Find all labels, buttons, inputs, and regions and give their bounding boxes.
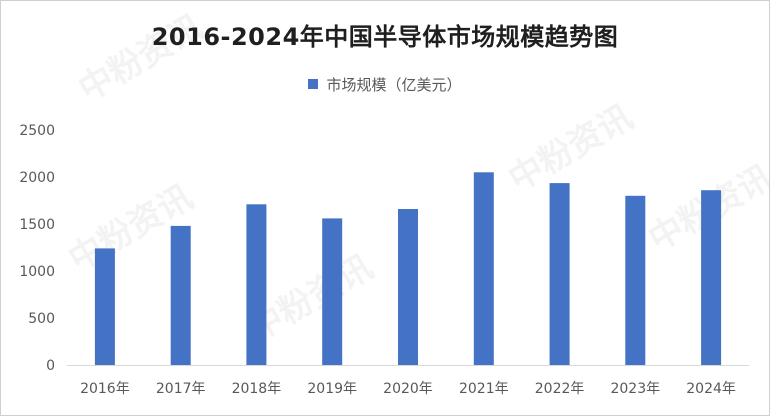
x-tick-label: 2016年 (80, 381, 130, 397)
y-tick-label: 2500 (19, 123, 55, 139)
bar-2023年 (625, 195, 646, 365)
bar-2018年 (246, 204, 267, 365)
x-tick-label: 2023年 (610, 381, 660, 397)
x-axis: 2016年 2017年 2018年 2019年 2020年 2021年 2022年 2023年… (80, 381, 736, 397)
y-tick-label: 1500 (19, 217, 55, 233)
x-tick-label: 2019年 (307, 381, 357, 397)
y-axis: 0 500 1000 1500 2000 2500 (19, 123, 55, 374)
bar-2019年 (322, 218, 343, 365)
chart-legend: 市场规模（亿美元） (1, 74, 769, 95)
y-tick-label: 2000 (19, 170, 55, 186)
x-tick-label: 2021年 (459, 381, 509, 397)
bar-2020年 (398, 209, 418, 365)
y-tick-label: 500 (28, 311, 55, 327)
y-tick-label: 1000 (19, 264, 55, 280)
x-tick-label: 2024年 (686, 381, 736, 397)
bars (94, 172, 722, 365)
bar-2021年 (473, 172, 494, 365)
y-tick-label: 0 (46, 358, 55, 374)
bar-2017年 (170, 225, 191, 365)
legend-swatch (308, 78, 319, 89)
x-tick-label: 2022年 (535, 381, 585, 397)
legend-label: 市场规模（亿美元） (326, 76, 462, 94)
bar-2022年 (549, 183, 570, 365)
chart-title: 2016-2024年中国半导体市场规模趋势图 (151, 23, 619, 51)
bar-2024年 (701, 190, 722, 365)
x-tick-label: 2018年 (232, 381, 282, 397)
bar-2016年 (94, 248, 115, 365)
x-tick-label: 2017年 (156, 381, 206, 397)
x-tick-label: 2020年 (383, 381, 433, 397)
